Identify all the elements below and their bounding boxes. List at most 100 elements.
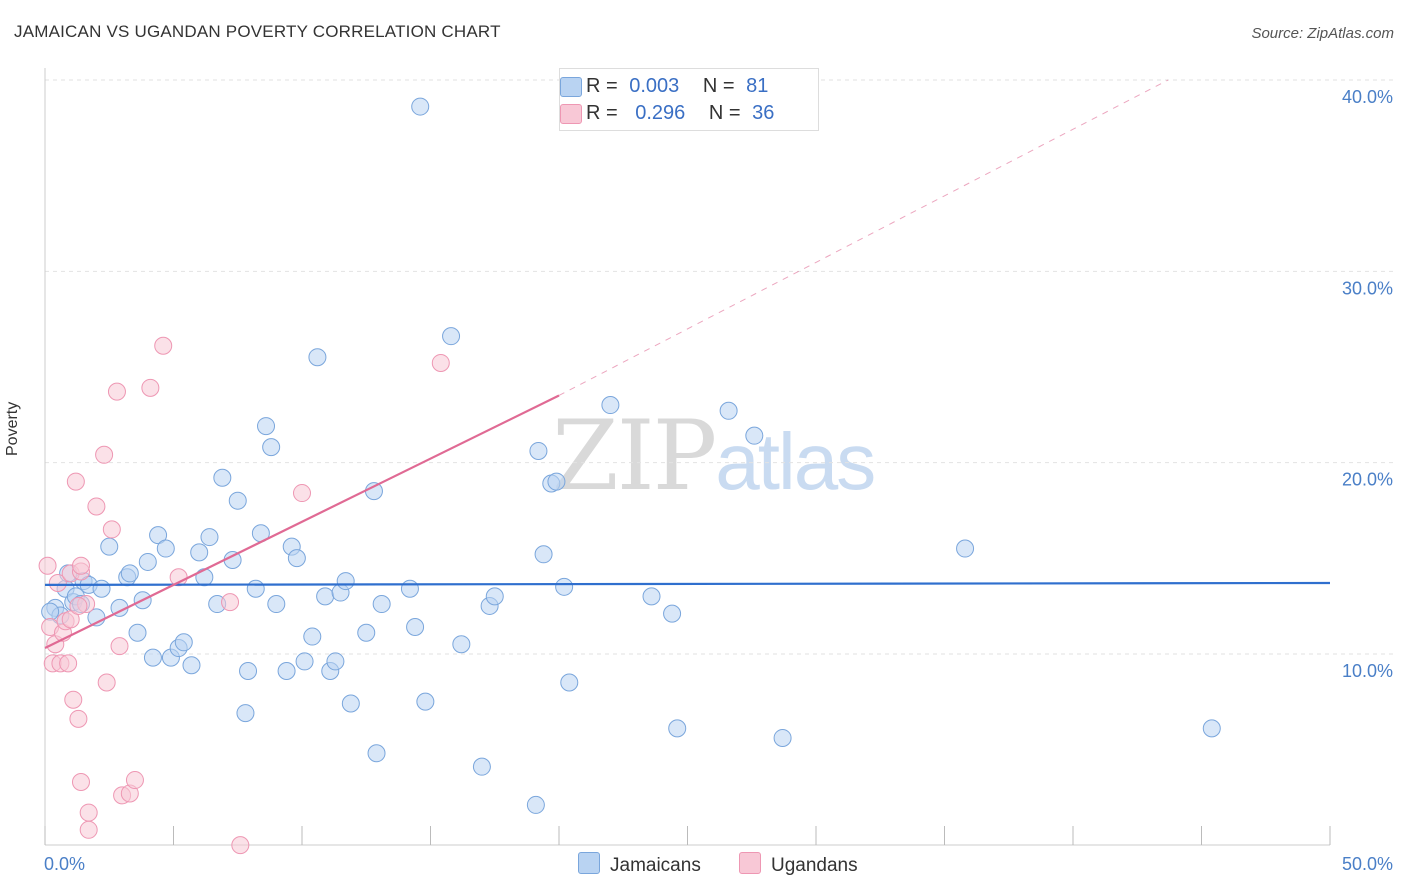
jamaican-point bbox=[555, 577, 574, 596]
jamaican-point bbox=[239, 662, 258, 680]
bottom-legend-ugandans: Ugandans bbox=[739, 852, 858, 877]
jamaican-point bbox=[228, 491, 247, 510]
jamaican-point bbox=[411, 97, 430, 116]
bottom-legend-jamaicans: Jamaicans bbox=[578, 852, 701, 877]
legend-n-value: 81 bbox=[746, 75, 769, 97]
ugandan-point bbox=[79, 820, 98, 839]
jamaican-point bbox=[267, 595, 286, 614]
jamaican-point bbox=[719, 401, 738, 420]
jamaican-point bbox=[534, 545, 553, 564]
jamaican-point bbox=[400, 579, 419, 598]
jamaican-point bbox=[372, 595, 391, 614]
x-tick-label: 0.0% bbox=[44, 854, 85, 874]
jamaican-point bbox=[262, 438, 281, 457]
jamaican-point bbox=[367, 744, 386, 763]
y-tick-label: 10.0% bbox=[1342, 661, 1393, 681]
jamaican-point bbox=[406, 617, 425, 636]
legend-n-label: N = bbox=[708, 102, 741, 124]
legend-n-label: N = bbox=[702, 75, 735, 97]
legend-n-value: 36 bbox=[752, 102, 775, 124]
ugandan-point bbox=[69, 709, 88, 728]
legend-r-value: 0.296 bbox=[635, 102, 686, 124]
legend-swatch-jamaicans bbox=[560, 77, 582, 97]
jamaican-point bbox=[357, 623, 376, 642]
jamaican-point bbox=[200, 528, 219, 547]
jamaican-point bbox=[236, 704, 255, 723]
legend-row-ugandans: R = 0.296 N = 36 bbox=[560, 102, 775, 125]
jamaican-point bbox=[257, 417, 276, 436]
source-label: Source: ZipAtlas.com bbox=[1251, 25, 1394, 42]
ugandan-point bbox=[431, 353, 450, 372]
jamaican-point bbox=[308, 348, 327, 367]
ugandan-point bbox=[87, 497, 106, 516]
ugandan-point bbox=[59, 654, 78, 673]
ugandan-point bbox=[231, 836, 250, 855]
ugandan-point bbox=[97, 673, 116, 692]
jamaican-point bbox=[472, 757, 491, 776]
jamaican-point bbox=[316, 587, 335, 606]
chart-title: JAMAICAN VS UGANDAN POVERTY CORRELATION … bbox=[14, 22, 501, 41]
jamaican-point bbox=[246, 579, 265, 598]
legend-row-jamaicans: R = 0.003 N = 81 bbox=[560, 75, 769, 98]
jamaican-point bbox=[277, 662, 296, 680]
watermark-atlas: atlas bbox=[715, 417, 876, 506]
jamaican-point bbox=[143, 648, 162, 667]
ugandan-point bbox=[141, 378, 160, 397]
jamaican-point bbox=[341, 694, 360, 713]
ugandan-point bbox=[66, 472, 85, 491]
jamaican-point bbox=[745, 426, 764, 445]
watermark: ZIPatlas bbox=[552, 400, 876, 512]
jamaican-point bbox=[1202, 719, 1221, 738]
bottom-legend-label-jamaicans: Jamaicans bbox=[610, 855, 701, 876]
jamaican-point bbox=[442, 327, 461, 346]
bottom-legend-swatch-ugandans bbox=[739, 852, 761, 874]
jamaican-point bbox=[156, 539, 175, 558]
jamaican-point bbox=[668, 719, 687, 738]
ugandan-point bbox=[38, 556, 57, 575]
ugandan-point bbox=[71, 556, 90, 575]
jamaican-point bbox=[92, 579, 111, 598]
jamaican-point bbox=[100, 537, 119, 556]
ugandan-point bbox=[69, 596, 88, 615]
jamaican-point bbox=[956, 539, 975, 558]
jamaican-point bbox=[663, 604, 682, 623]
ugandan-point bbox=[154, 336, 173, 355]
jamaican-point bbox=[149, 526, 168, 545]
jamaican-point bbox=[303, 627, 322, 646]
ugandan-point bbox=[61, 610, 80, 629]
jamaican-point bbox=[416, 692, 435, 711]
jamaican-point bbox=[336, 572, 355, 591]
jamaican-point bbox=[295, 652, 314, 671]
ugandan-point bbox=[95, 445, 114, 464]
jamaican-point bbox=[526, 795, 545, 814]
jamaican-point bbox=[601, 396, 620, 415]
ugandan-point bbox=[102, 520, 121, 539]
jamaican-point bbox=[642, 587, 661, 606]
ugandan-point bbox=[107, 382, 126, 401]
y-tick-label: 30.0% bbox=[1342, 278, 1393, 298]
y-tick-label: 20.0% bbox=[1342, 470, 1393, 490]
jamaican-point bbox=[128, 623, 147, 642]
ugandan-point bbox=[221, 593, 240, 612]
legend-swatch-ugandans bbox=[560, 104, 582, 124]
jamaican-point bbox=[287, 549, 306, 568]
stats-legend: R = 0.003 N = 81 R = 0.296 N = 36 bbox=[559, 68, 819, 131]
ugandan-point bbox=[48, 573, 67, 592]
jamaican-point bbox=[195, 568, 214, 587]
ugandan-point bbox=[79, 803, 98, 822]
jamaican-point bbox=[452, 635, 471, 654]
ugandan-point bbox=[71, 772, 90, 791]
jamaican-point bbox=[213, 468, 232, 487]
bottom-legend-swatch-jamaicans bbox=[578, 852, 600, 874]
jamaican-trend-line bbox=[44, 581, 1331, 587]
ugandan-point bbox=[64, 690, 83, 709]
legend-r-label: R = bbox=[586, 102, 618, 124]
ugandan-point bbox=[125, 771, 144, 790]
jamaican-point bbox=[41, 602, 60, 621]
ugandan-trend-line bbox=[44, 394, 560, 650]
jamaican-point bbox=[138, 552, 157, 571]
jamaican-point bbox=[560, 673, 579, 692]
jamaican-point bbox=[547, 472, 566, 491]
legend-r-label: R = bbox=[586, 75, 618, 97]
